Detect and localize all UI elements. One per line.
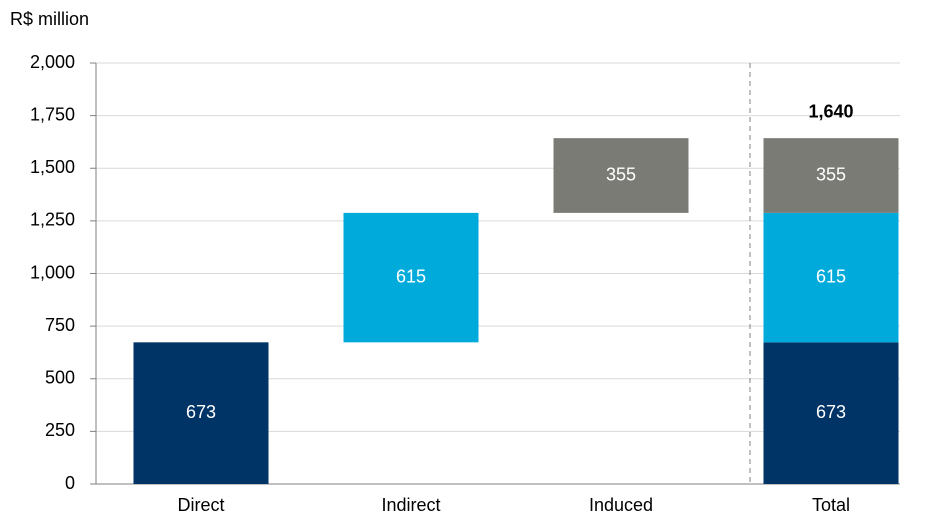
bar-segment <box>763 342 899 484</box>
y-tick-label: 250 <box>45 420 75 440</box>
x-tick-label: Direct <box>177 495 224 515</box>
y-tick-label: 1,000 <box>30 262 75 282</box>
total-label: 1,640 <box>808 102 853 122</box>
y-tick-label: 2,000 <box>30 52 75 72</box>
y-tick-label: 1,250 <box>30 210 75 230</box>
x-tick-label: Induced <box>589 495 653 515</box>
bar-segment <box>763 212 899 343</box>
y-tick-label: 0 <box>65 473 75 493</box>
bar-segment <box>133 342 269 484</box>
bar-segment <box>343 212 479 343</box>
x-tick-label: Indirect <box>381 495 440 515</box>
y-axis-label: R$ million <box>10 9 89 29</box>
y-tick-label: 500 <box>45 368 75 388</box>
value-label: 673 <box>186 402 216 422</box>
y-tick-label: 1,750 <box>30 104 75 124</box>
y-tick-label: 750 <box>45 315 75 335</box>
value-label: 673 <box>816 402 846 422</box>
bar-segment <box>763 138 899 213</box>
value-label: 615 <box>816 266 846 286</box>
value-label: 615 <box>396 266 426 286</box>
y-tick-label: 1,500 <box>30 157 75 177</box>
x-tick-label: Total <box>812 495 850 515</box>
value-label: 355 <box>816 164 846 184</box>
bar-segment <box>553 138 689 213</box>
value-label: 355 <box>606 164 636 184</box>
